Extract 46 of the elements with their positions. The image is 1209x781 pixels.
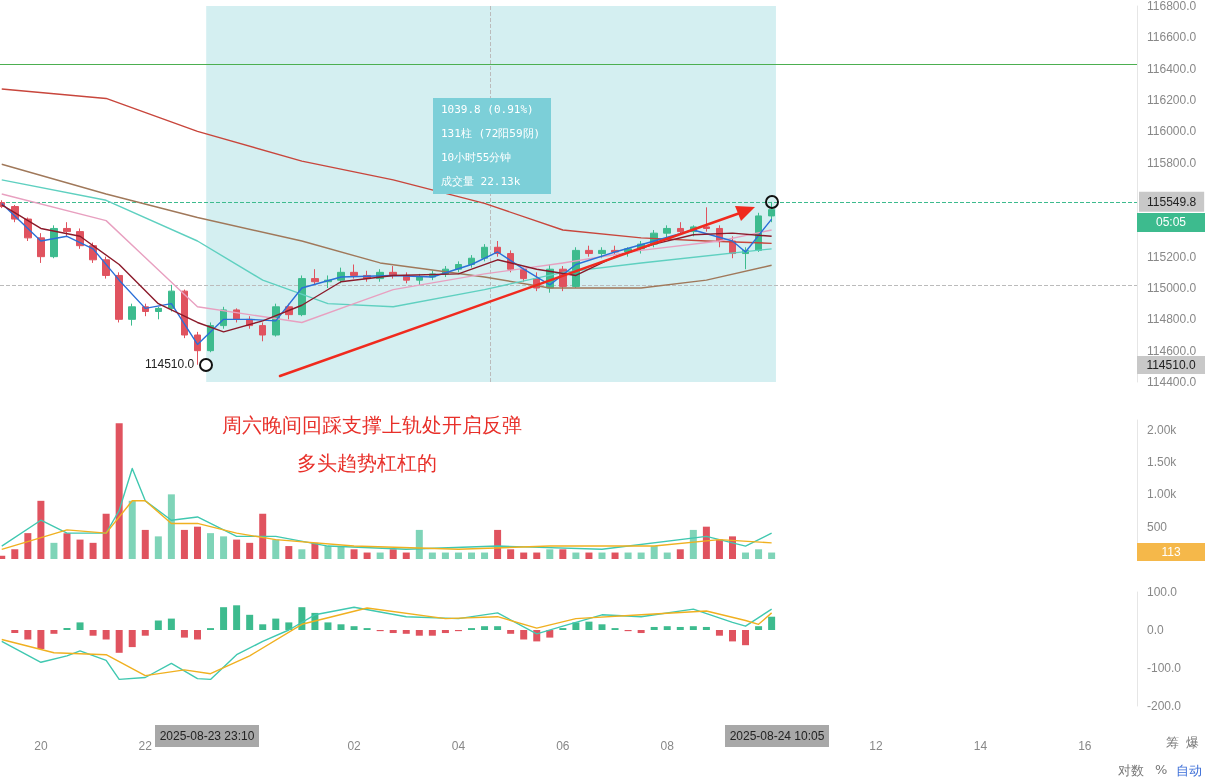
text: 爆 bbox=[1186, 734, 1199, 752]
y-tick-label: 500 bbox=[1147, 519, 1168, 534]
x-tick-label: 14 bbox=[973, 739, 988, 753]
y-tick-label: 116600.0 bbox=[1147, 30, 1197, 45]
text: 对数 bbox=[1118, 762, 1144, 780]
y-tick-label: 0.0 bbox=[1147, 623, 1165, 637]
text: 113 bbox=[1137, 543, 1205, 561]
y-tick-label: 115000.0 bbox=[1147, 281, 1197, 295]
y-tick-label: 1.50k bbox=[1147, 455, 1178, 470]
x-tick-label: 12 bbox=[869, 739, 884, 753]
y-tick-label: 100.0 bbox=[1147, 585, 1178, 599]
text: 2025-08-23 23:10 bbox=[155, 725, 259, 747]
y-tick-label: 114800.0 bbox=[1147, 312, 1197, 327]
y-tick-label: 116800.0 bbox=[1147, 0, 1197, 13]
y-tick-label: 1.00k bbox=[1147, 487, 1178, 502]
text: 2025-08-24 10:05 bbox=[725, 725, 829, 747]
y-tick-label: 114600.0 bbox=[1147, 343, 1197, 358]
y-tick-label: 116000.0 bbox=[1147, 124, 1197, 139]
x-tick-label: 02 bbox=[347, 739, 362, 753]
annotation: 多头趋势杠杠的 bbox=[297, 450, 437, 477]
annotation: 周六晚间回踩支撑上轨处开启反弹 bbox=[222, 412, 522, 439]
text: 筹 bbox=[1166, 734, 1179, 752]
x-tick-label: 08 bbox=[660, 739, 675, 753]
x-tick-label: 04 bbox=[451, 739, 466, 753]
annotation: 成交量 22.13k bbox=[440, 174, 522, 190]
ref-line-label: 115549.8 bbox=[1147, 194, 1197, 209]
y-tick-label: -200.0 bbox=[1147, 699, 1182, 713]
y-tick-label: 115800.0 bbox=[1147, 155, 1197, 170]
text: 114510.0 bbox=[1146, 357, 1196, 372]
x-tick-label: 06 bbox=[556, 739, 570, 753]
y-tick-label: -100.0 bbox=[1147, 661, 1182, 675]
annotation: 114510.0 bbox=[144, 356, 195, 371]
annotation: 131柱 (72阳59阴) bbox=[440, 126, 542, 142]
text: 自动 bbox=[1176, 762, 1202, 780]
x-tick-label: 20 bbox=[34, 739, 48, 753]
annotation: 1039.8 (0.91%) bbox=[440, 102, 535, 118]
y-tick-label: 114400.0 bbox=[1147, 375, 1197, 389]
x-tick-label: 22 bbox=[138, 739, 153, 753]
y-tick-label: 116400.0 bbox=[1147, 61, 1197, 76]
x-tick-label: 16 bbox=[1078, 739, 1092, 753]
text: % bbox=[1155, 762, 1168, 777]
y-tick-label: 115200.0 bbox=[1147, 249, 1197, 264]
y-tick-label: 116200.0 bbox=[1147, 93, 1197, 107]
text: 05:05 bbox=[1137, 213, 1205, 232]
y-tick-label: 2.00k bbox=[1147, 422, 1178, 437]
annotation: 10小时55分钟 bbox=[440, 150, 513, 166]
